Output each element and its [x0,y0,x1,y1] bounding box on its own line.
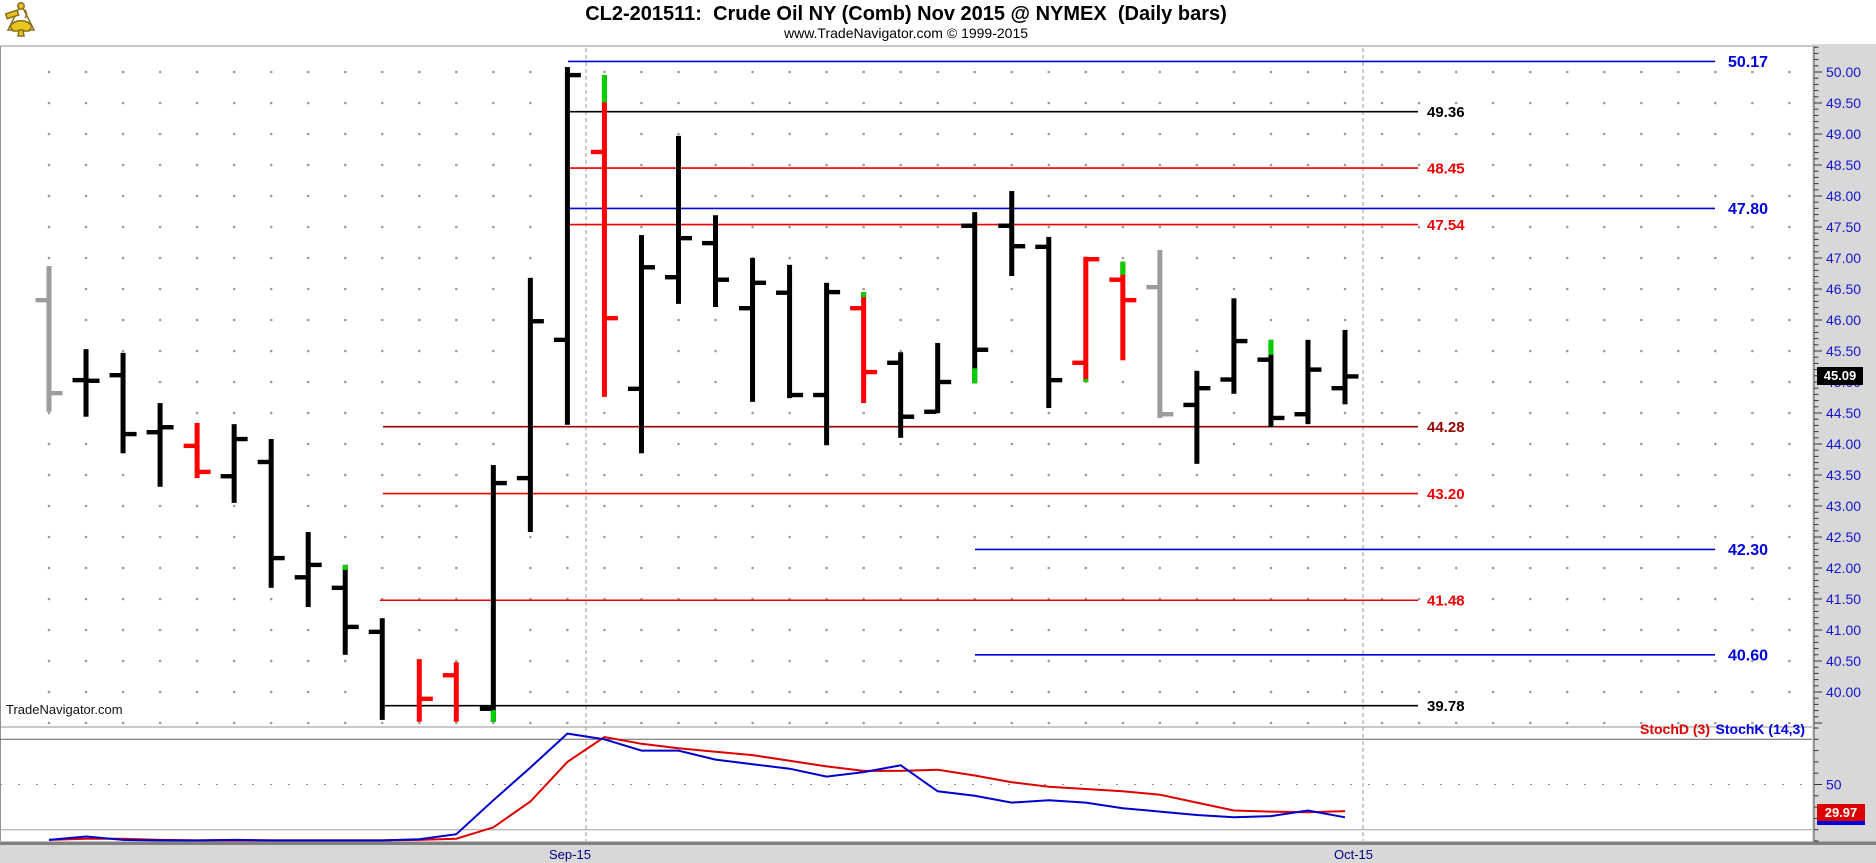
level-label: 44.28 [1427,419,1465,436]
watermark-text: TradeNavigator.com [6,702,123,717]
price-bar [1220,298,1248,394]
level-label: 39.78 [1427,698,1465,715]
month-gridlines [585,48,1364,841]
price-bar [1257,339,1285,428]
price-bar [887,352,915,438]
price-bar [1294,339,1322,425]
price-bar [1109,261,1137,361]
grid-dots [47,70,1791,725]
price-bar [1183,370,1211,464]
price-axis-label: 41.50 [1826,591,1861,607]
date-label-oct: Oct-15 [1334,847,1374,862]
price-axis-strip [1812,44,1876,845]
price-axis-label: 45.50 [1826,343,1861,359]
date-label-sep: Sep-15 [549,847,591,862]
price-axis-label: 42.00 [1826,560,1861,576]
price-bar [1146,249,1174,418]
price-axis-label: 44.00 [1826,436,1861,452]
last-stoch-badge: 29.97 [1817,804,1865,821]
price-bar [664,135,692,304]
price-bar [850,292,878,404]
price-axis-label: 40.50 [1826,653,1861,669]
stoch-guides [0,738,1812,831]
level-label: 43.20 [1427,486,1465,503]
stochk-legend-label: StochK (14,3) [1715,721,1805,737]
price-axis-label: 47.50 [1826,219,1861,235]
price-bar [183,422,211,479]
price-bar [702,215,730,307]
price-axis-label: 43.50 [1826,467,1861,483]
last-stoch-badge-underline [1817,821,1865,825]
chart-subtitle: www.TradeNavigator.com © 1999-2015 [783,25,1029,41]
price-bar [1035,236,1063,409]
price-axis: 50.00 49.50 49.00 48.50 48.00 47.50 47.00 46.50… [1813,46,1861,842]
price-bar [1072,256,1100,382]
level-lines: 50.17 49.36 48.45 47.80 47.54 44.28 43.20 42.30… [380,54,1768,715]
price-bar [776,264,804,399]
price-bar [516,277,544,533]
price-bar [35,266,63,412]
price-bar [331,564,359,655]
price-bar [220,424,248,503]
level-label: 50.17 [1728,54,1768,71]
price-bar [739,258,767,402]
price-bar [146,403,174,487]
level-label: 47.54 [1427,217,1465,234]
price-axis-label: 41.00 [1826,622,1861,638]
price-bars [35,67,1359,722]
level-label: 42.30 [1728,542,1768,559]
price-bar [294,532,322,608]
level-label: 47.80 [1728,201,1768,218]
price-bar [109,352,137,454]
price-bar [553,67,581,425]
stochk-line [48,732,1346,842]
price-bar [479,465,507,722]
price-axis-label: 50.00 [1826,64,1861,80]
chart-title: CL2-201511: Crude Oil NY (Comb) Nov 2015… [585,3,1227,25]
level-label: 41.48 [1427,593,1465,610]
stochd-line [48,735,1346,842]
price-bar [998,191,1026,276]
price-axis-label: 42.50 [1826,529,1861,545]
price-axis-label: 40.00 [1826,684,1861,700]
price-axis-label: 44.50 [1826,405,1861,421]
price-axis-label: 49.00 [1826,126,1861,142]
price-bar [257,439,285,588]
price-bar [813,282,841,446]
price-axis-label: 49.50 [1826,95,1861,111]
price-axis-label: 46.50 [1826,281,1861,297]
price-bar [1331,329,1359,405]
date-axis-strip [0,845,1876,863]
price-axis-label: 48.00 [1826,188,1861,204]
price-bar [72,349,100,417]
price-bar [442,662,459,722]
level-label: 40.60 [1728,647,1768,664]
price-bar [368,618,385,720]
price-axis-label: 46.00 [1826,312,1861,328]
level-label: 48.45 [1427,161,1465,178]
price-bar [924,342,952,414]
price-bar [416,659,433,722]
price-axis-label: 48.50 [1826,157,1861,173]
price-bar [961,212,989,384]
tradenavigator-logo-icon [4,2,36,37]
last-price-badge: 45.09 [1817,367,1863,385]
price-bar [627,235,655,454]
price-bar [590,75,618,397]
panel-borders [0,45,1876,845]
price-axis-label: 43.00 [1826,498,1861,514]
stochd-legend-label: StochD (3) [1640,721,1710,737]
level-label: 49.36 [1427,104,1465,121]
price-axis-label: 47.00 [1826,250,1861,266]
stoch-axis-label: 50 [1826,777,1842,793]
